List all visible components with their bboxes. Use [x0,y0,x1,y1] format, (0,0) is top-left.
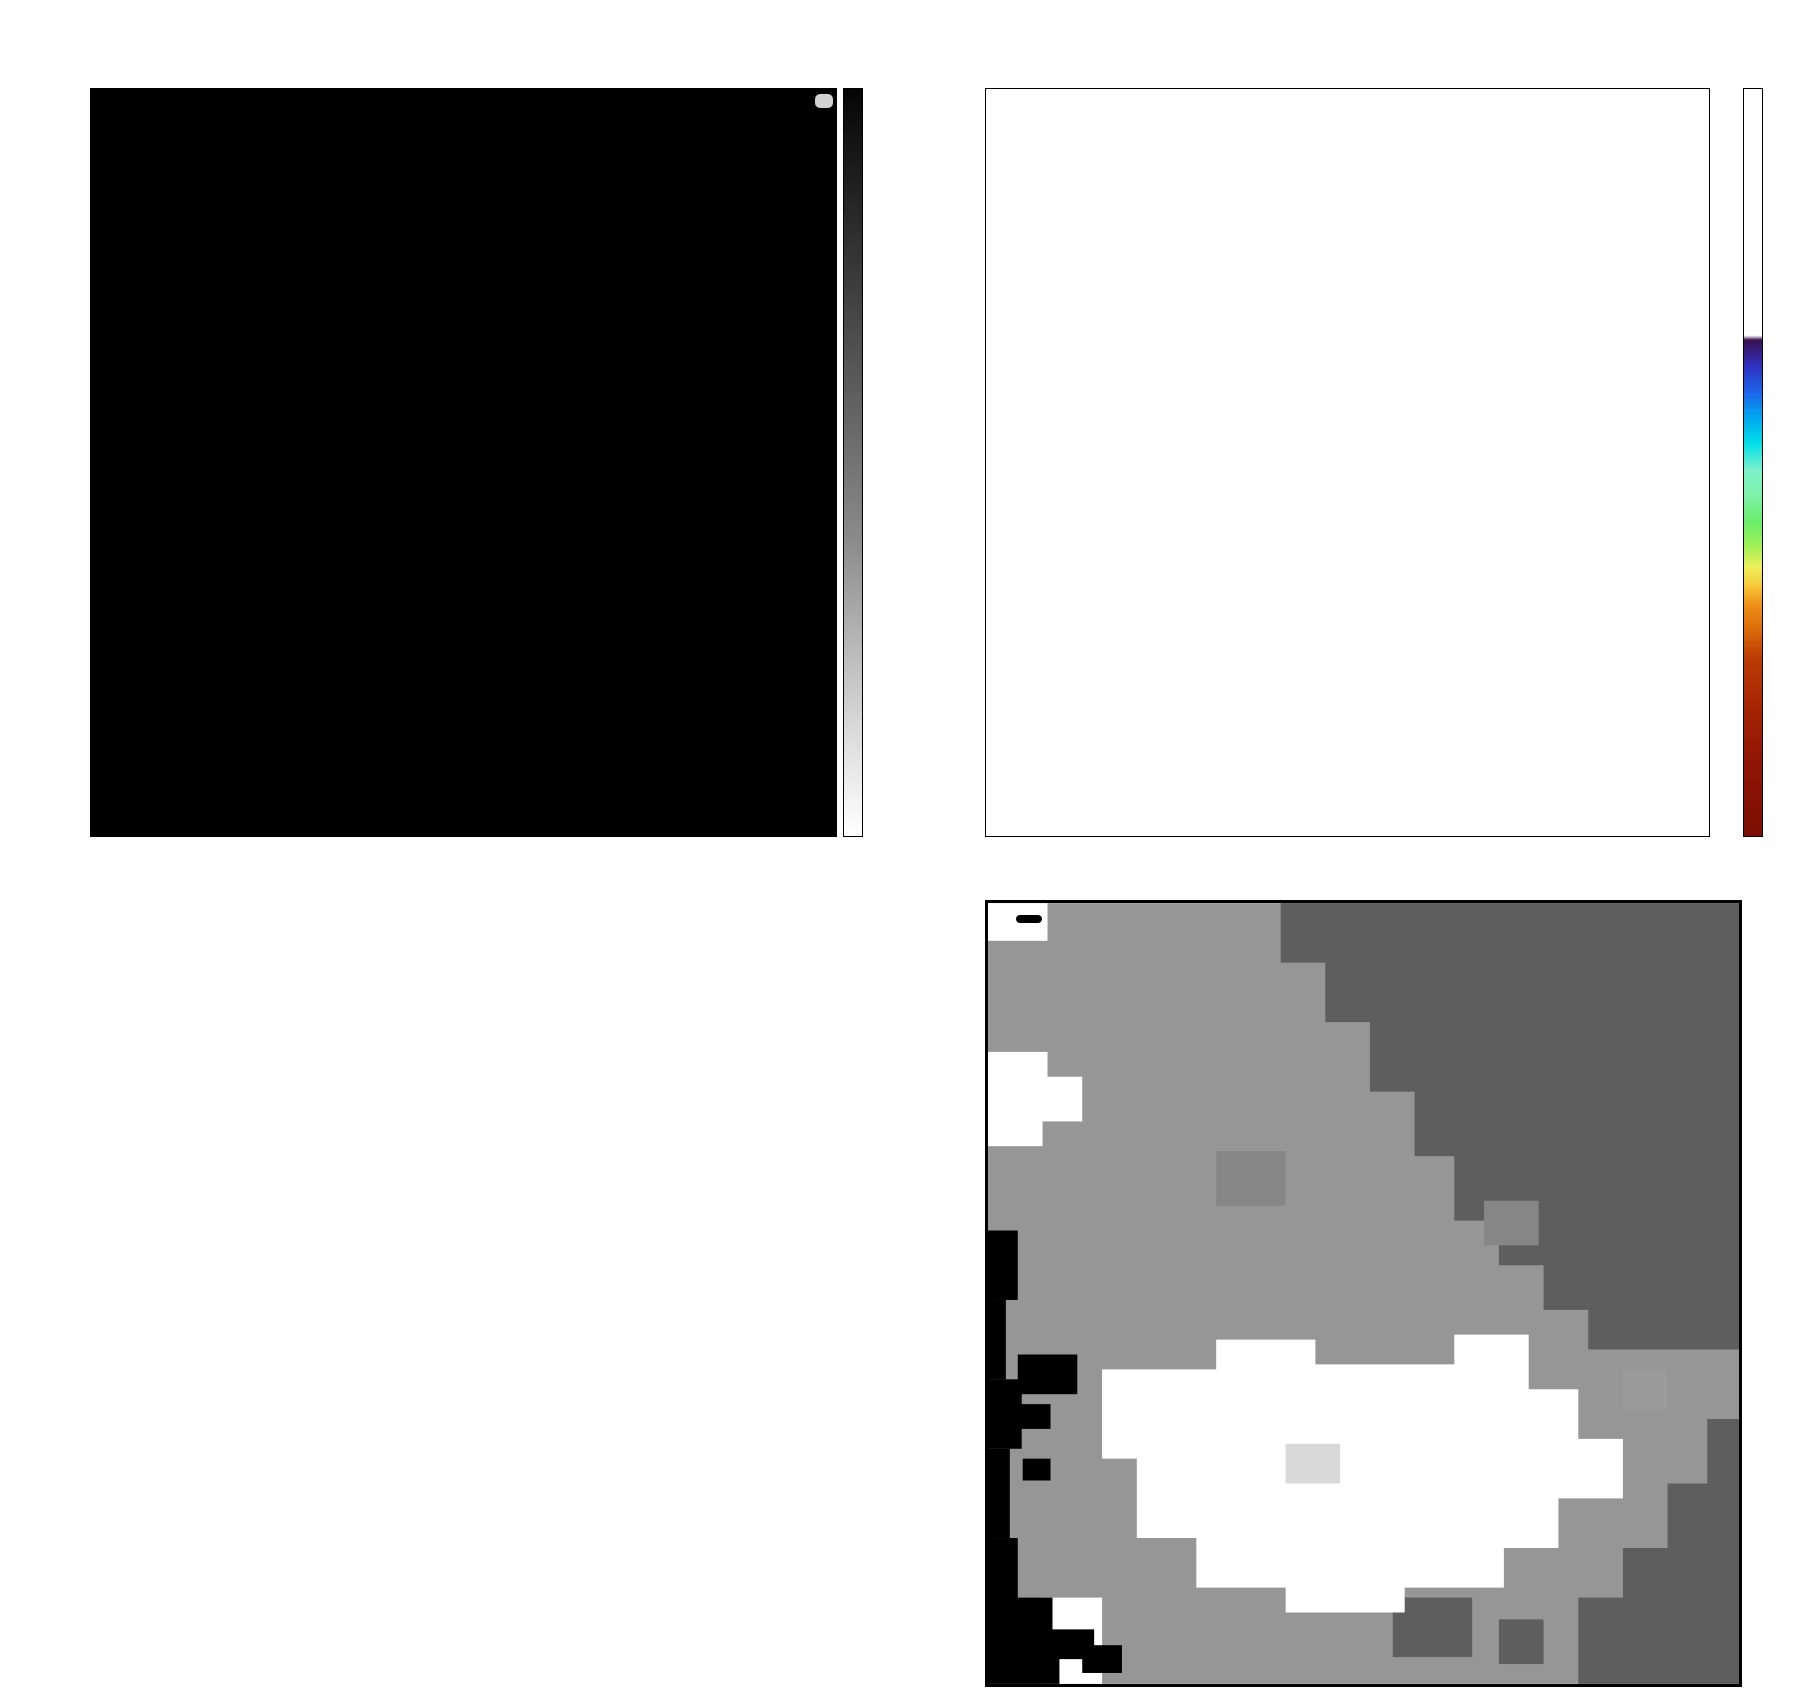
awv-map-panel [985,88,1710,837]
band14-map-panel [90,88,837,837]
wmg-panel [985,900,1742,1687]
copyright-badge [94,800,120,808]
awv-colorbar [1743,88,1763,837]
band14-colorbar [843,88,863,837]
wmg-count-badge [1016,915,1042,923]
awv-satellite-image [986,89,1708,835]
wmg-mosaic [988,903,1739,1684]
map-legend [815,94,833,108]
band14-satellite-image [92,90,835,835]
